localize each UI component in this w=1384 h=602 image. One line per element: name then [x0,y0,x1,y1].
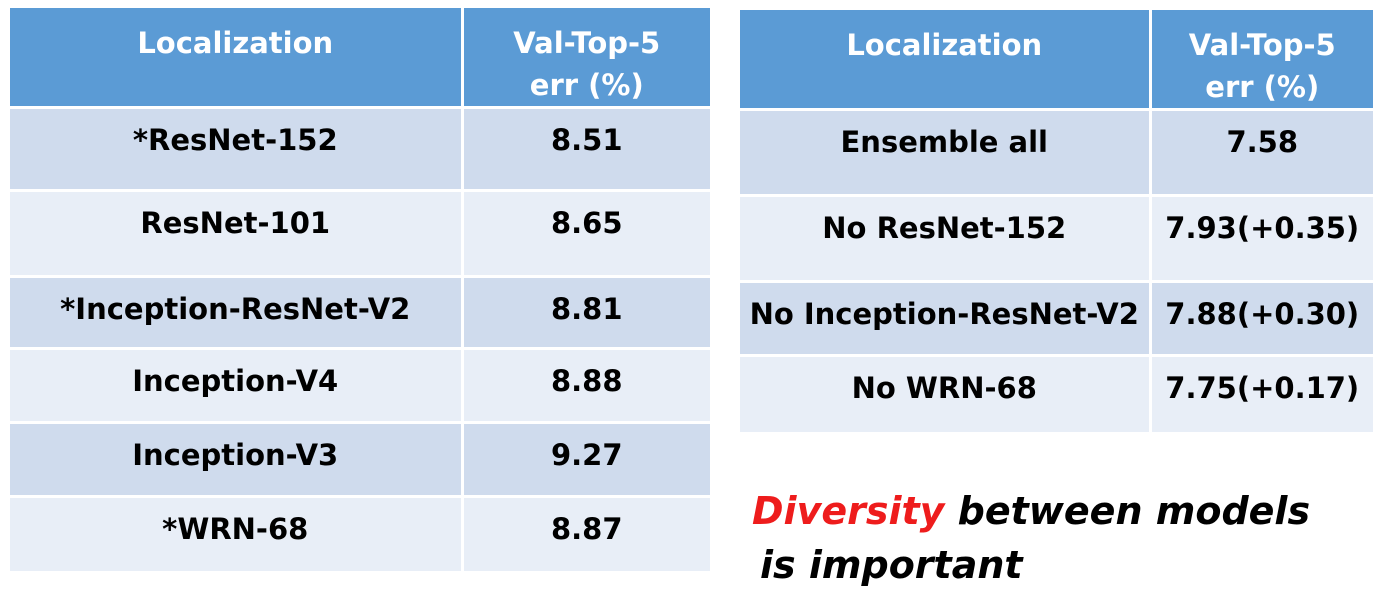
model-name: Inception-V3 [10,421,464,497]
error-value: 7.93(+0.35) [1150,194,1373,282]
model-name: No WRN-68 [740,354,1152,432]
header-line2: err (%) [1205,70,1320,105]
header-line1: Val-Top-5 [1188,28,1336,62]
table-row: ResNet-101 8.65 [10,189,710,277]
model-name: *ResNet-152 [10,106,464,191]
table-header-row: Localization Val-Top-5 err (%) [10,8,710,108]
table-row: *ResNet-152 8.51 [10,106,710,191]
caption-accent-word: Diversity [752,489,945,533]
error-value: 8.65 [462,189,710,277]
table-header-row: Localization Val-Top-5 err (%) [740,10,1373,110]
left-results-table: Localization Val-Top-5 err (%) *ResNet-15… [10,8,710,571]
header-line2: err (%) [529,68,644,103]
model-name: Inception-V4 [10,347,464,423]
model-name: No Inception-ResNet-V2 [740,280,1152,356]
error-value: 8.51 [462,106,710,191]
caption-line1: Diversity between models [752,484,1310,538]
header-val-top5-err: Val-Top-5 err (%) [1150,10,1373,110]
right-ensemble-table: Localization Val-Top-5 err (%) Ensemble a… [740,10,1373,432]
error-value: 9.27 [462,421,710,497]
error-value: 8.81 [462,275,710,349]
model-name: *WRN-68 [10,495,464,571]
header-localization: Localization [10,8,464,108]
model-name: No ResNet-152 [740,194,1152,282]
model-name: ResNet-101 [10,189,464,277]
caption-line1-rest: between models [944,489,1311,533]
table-row: Inception-V3 9.27 [10,421,710,497]
caption-line2: is important [760,543,1023,587]
table-row: Inception-V4 8.88 [10,347,710,423]
diversity-caption: Diversity between models is important [752,484,1310,592]
error-value: 7.88(+0.30) [1150,280,1373,356]
error-value: 7.75(+0.17) [1150,354,1373,432]
table-row: No Inception-ResNet-V2 7.88(+0.30) [740,280,1373,356]
table-row: Ensemble all 7.58 [740,108,1373,196]
table-row: *Inception-ResNet-V2 8.81 [10,275,710,349]
header-localization: Localization [740,10,1152,110]
model-name: *Inception-ResNet-V2 [10,275,464,349]
error-value: 7.58 [1150,108,1373,196]
table-row: No WRN-68 7.75(+0.17) [740,354,1373,432]
table-row: No ResNet-152 7.93(+0.35) [740,194,1373,282]
header-val-top5-err: Val-Top-5 err (%) [462,8,710,108]
error-value: 8.88 [462,347,710,423]
model-name: Ensemble all [740,108,1152,196]
error-value: 8.87 [462,495,710,571]
table-row: *WRN-68 8.87 [10,495,710,571]
header-line1: Val-Top-5 [513,26,661,60]
